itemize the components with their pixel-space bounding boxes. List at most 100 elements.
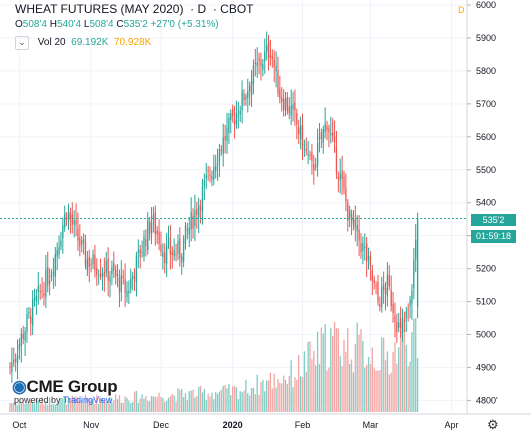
volume-bar	[105, 401, 107, 412]
candle-body	[54, 253, 56, 277]
time-axis[interactable]: Oct Nov Dec 2020 Feb Mar Apr	[12, 420, 458, 430]
volume-bar	[282, 375, 285, 412]
candle-body	[367, 256, 370, 260]
candle-body	[143, 236, 145, 257]
candle-body	[318, 136, 321, 139]
candle-body	[199, 207, 202, 210]
candle-body	[11, 362, 13, 372]
volume-bar	[298, 355, 300, 412]
candle-body	[215, 166, 217, 171]
volume-bar	[165, 400, 168, 412]
candle-body	[311, 152, 313, 162]
close-value: 535'2	[123, 19, 148, 30]
volume-bar	[37, 400, 39, 412]
candle-body	[384, 288, 387, 295]
candle-body	[328, 128, 330, 133]
volume-bar	[162, 397, 164, 412]
candle-body	[290, 105, 292, 116]
volume-bar	[407, 366, 409, 412]
time-tick-label: Dec	[153, 420, 170, 430]
chevron-down-icon[interactable]: ⌄	[15, 36, 29, 50]
volume-bar	[56, 403, 58, 412]
volume-bar	[143, 398, 145, 412]
interval-badge: D	[458, 5, 465, 15]
candle-body	[81, 240, 83, 245]
volume-bar	[375, 370, 377, 412]
volume-bar	[175, 401, 177, 412]
volume-bar	[124, 396, 126, 412]
candle-body	[16, 355, 19, 364]
candle-body	[48, 280, 51, 284]
exchange-label: CBOT	[220, 2, 254, 16]
volume-bar	[403, 330, 406, 412]
volume-bar	[207, 393, 209, 412]
symbol-name[interactable]: WHEAT FUTURES (MAY 2020)	[15, 2, 184, 16]
candle-body	[252, 65, 255, 85]
candle-body	[264, 51, 266, 62]
candle-body	[181, 256, 183, 262]
candle-body	[82, 238, 85, 243]
interval-label[interactable]: D	[197, 2, 207, 16]
candle-body	[28, 312, 30, 314]
volume-bar	[88, 398, 90, 412]
candle-body	[31, 299, 34, 326]
candle-body	[326, 126, 328, 131]
volume-label[interactable]: Vol 20	[37, 37, 66, 48]
volume-bar	[184, 393, 187, 412]
countdown-label: 01:59:18	[471, 230, 516, 243]
volume-bar	[60, 397, 62, 412]
candle-body	[30, 316, 32, 324]
candle-body	[411, 290, 413, 304]
volume-bar	[109, 396, 111, 412]
candle-body	[403, 318, 406, 323]
candle-body	[162, 252, 164, 257]
volume-bar	[399, 331, 402, 412]
volume-bar	[398, 347, 400, 412]
price-tick-label: 5800	[476, 66, 496, 76]
volume-bar	[345, 351, 347, 412]
volume-bar	[62, 398, 64, 412]
candle-body	[413, 259, 415, 289]
volume-bar	[390, 372, 392, 412]
candle-body	[343, 176, 345, 189]
volume-bar	[115, 394, 117, 412]
volume-bar	[254, 393, 256, 412]
volume-bar	[147, 400, 149, 412]
candle-body	[401, 322, 404, 333]
candle-body	[377, 281, 379, 302]
price-axis[interactable]: 4800'49005000510052005300540055005600570…	[467, 0, 498, 405]
volume-bar	[213, 399, 215, 412]
candle-body	[137, 250, 139, 253]
high-value: 540'4	[56, 19, 82, 30]
volume-bar	[150, 395, 153, 412]
volume-bar	[35, 398, 38, 412]
candle-body	[279, 88, 281, 99]
tradingview-link[interactable]: TradingView	[62, 395, 113, 405]
volume-bar	[137, 402, 139, 412]
candle-body	[254, 62, 256, 64]
volume-bar	[288, 375, 290, 412]
candle-body	[22, 333, 24, 340]
candle-body	[273, 59, 275, 67]
candle-body	[67, 211, 70, 220]
candle-body	[230, 113, 232, 120]
volume-bar	[196, 395, 198, 412]
volume-bar	[101, 398, 104, 412]
last-price-label: 535'2	[471, 214, 516, 226]
volume-bar	[192, 389, 194, 412]
candle-body	[313, 163, 315, 170]
candle-body	[260, 60, 262, 66]
volume-bar	[315, 365, 317, 412]
volume-bar	[371, 347, 373, 412]
volume-bar	[341, 365, 343, 412]
volume-bar	[222, 385, 224, 412]
candle-body	[381, 286, 383, 307]
volume-bar	[360, 328, 362, 412]
volume-bar	[396, 363, 398, 412]
candle-body	[75, 219, 77, 225]
volume-bar	[241, 392, 243, 412]
gear-icon[interactable]: ⚙	[487, 417, 499, 432]
candle-body	[113, 262, 115, 271]
candle-body	[375, 284, 377, 287]
